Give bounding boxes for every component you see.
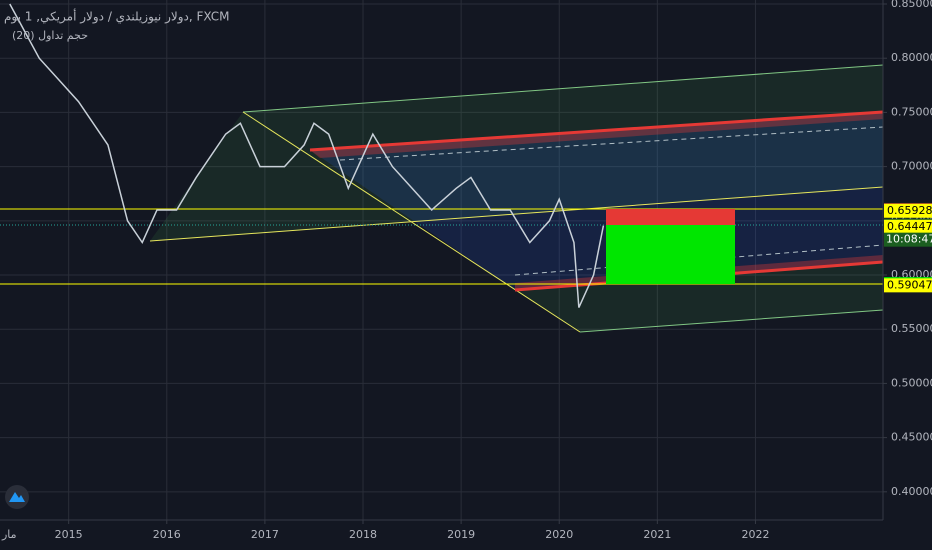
pitchfork-lower-zone [515, 262, 883, 332]
logo-icon [9, 492, 25, 502]
x-tick-label: 2016 [153, 528, 181, 541]
price-label: 0.64447 [887, 220, 932, 233]
y-tick-label: 0.45000 [891, 431, 932, 444]
countdown: 10:08:47 [886, 233, 932, 246]
y-tick-label: 0.85000 [891, 0, 932, 10]
price-label: 0.59047 [887, 278, 932, 291]
y-tick-label: 0.80000 [891, 51, 932, 64]
x-tick-label: 2018 [349, 528, 377, 541]
chart-subtitle: حجم تداول (20) [12, 29, 88, 42]
plot [9, 3, 605, 308]
grid [0, 0, 883, 520]
pitchfork-line [579, 309, 884, 333]
price-label-bg [884, 203, 932, 218]
x-tick-label: 2019 [447, 528, 475, 541]
countdown-bg [884, 232, 932, 247]
chart-title: دولار نيوزيلندي / دولار أمريكي, 1 يوم, F… [4, 9, 229, 25]
y-tick-label: 0.50000 [891, 376, 932, 389]
y-tick-label: 0.70000 [891, 160, 932, 173]
pitchfork-line [339, 126, 884, 161]
price-label-bg [884, 278, 932, 293]
price-label: 0.65928 [887, 204, 932, 217]
pitchfork-upper-zone [150, 65, 883, 241]
pitchfork-middle-zone [310, 112, 883, 290]
y-tick-label: 0.55000 [891, 322, 932, 335]
x-tick-label: 2022 [741, 528, 769, 541]
x-tick-label: 2015 [55, 528, 83, 541]
x-tick-label: 2017 [251, 528, 279, 541]
pitchfork-line [309, 110, 884, 152]
price-line [9, 3, 605, 308]
target-zone [606, 225, 735, 284]
price-label-bg [884, 219, 932, 234]
x-start-label: مار [1, 528, 17, 541]
stop-zone [606, 209, 735, 225]
y-tick-label: 0.75000 [891, 105, 932, 118]
x-tick-label: 2020 [545, 528, 573, 541]
pitchfork-line [242, 64, 884, 113]
pitchfork-line [149, 186, 884, 242]
red-band [310, 112, 883, 158]
y-tick-label: 0.40000 [891, 485, 932, 498]
x-tick-label: 2021 [643, 528, 671, 541]
